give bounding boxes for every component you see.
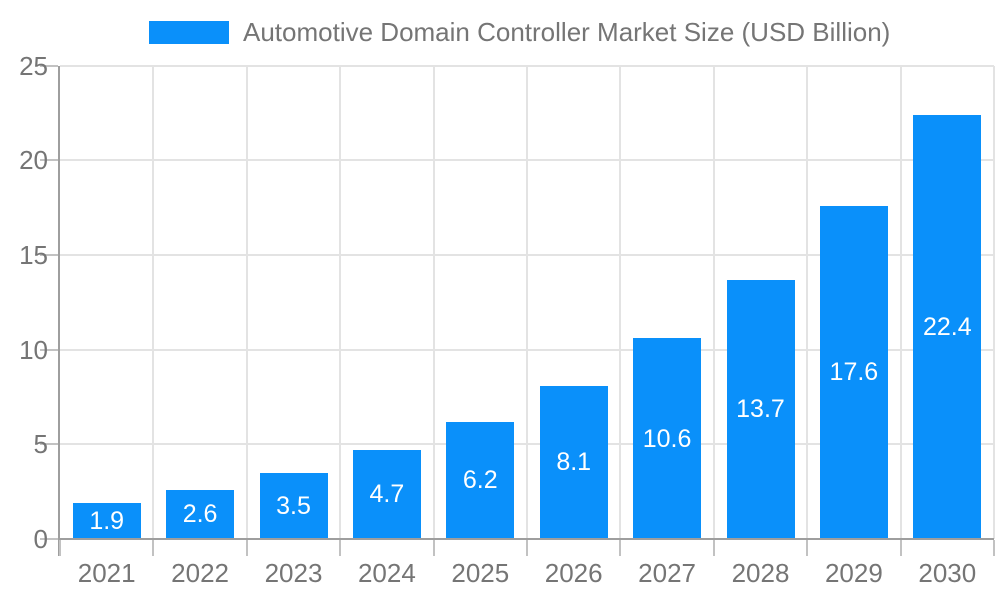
- x-axis-label: 2025: [451, 558, 510, 588]
- bar-value-label: 3.5: [276, 491, 311, 520]
- x-tick: [993, 540, 995, 556]
- x-axis-label: 2028: [731, 558, 790, 588]
- gridline-vertical: [899, 65, 902, 539]
- y-tick: [40, 159, 58, 162]
- gridline-vertical: [619, 65, 622, 539]
- y-tick: [40, 443, 58, 446]
- bar-value-label: 10.6: [642, 424, 692, 453]
- bar: [819, 205, 888, 539]
- y-axis-label: 15: [19, 239, 48, 270]
- y-axis-label: 0: [33, 524, 48, 554]
- y-axis-label: 20: [19, 145, 48, 176]
- bar: [913, 114, 982, 539]
- x-axis-label: 2029: [824, 558, 883, 588]
- bar: [166, 489, 235, 539]
- bar: [72, 503, 141, 539]
- bar-value-label: 8.1: [556, 448, 592, 477]
- x-axis-label: 2023: [264, 558, 323, 588]
- x-tick: [899, 540, 902, 556]
- bar-value-label: 2.6: [182, 500, 218, 529]
- x-tick: [152, 540, 155, 556]
- bar-value-label: 4.7: [369, 480, 405, 509]
- x-tick: [806, 540, 809, 556]
- x-axis-label: 2021: [77, 558, 136, 588]
- x-tick: [432, 540, 435, 556]
- gridline-vertical: [806, 65, 809, 539]
- bar: [259, 472, 328, 539]
- bar-value-label: 17.6: [829, 358, 879, 387]
- chart-legend: Automotive Domain Controller Market Size…: [149, 17, 890, 47]
- x-tick: [245, 540, 248, 556]
- bar-value-label: 6.2: [462, 466, 498, 495]
- x-tick: [59, 540, 61, 556]
- bar: [726, 279, 795, 539]
- x-axis-label: 2030: [918, 558, 977, 588]
- gridline-vertical: [152, 65, 155, 539]
- x-axis-label: 2026: [544, 558, 603, 588]
- y-axis-label: 25: [19, 50, 48, 81]
- x-tick: [712, 540, 715, 556]
- x-axis-label: 2024: [357, 558, 416, 588]
- y-tick: [40, 64, 58, 67]
- y-tick: [40, 538, 58, 540]
- x-tick: [339, 540, 342, 556]
- y-axis-label: 5: [33, 429, 48, 460]
- x-tick: [526, 540, 528, 556]
- gridline-vertical: [245, 65, 248, 539]
- x-tick: [619, 540, 622, 556]
- bar-value-label: 1.9: [89, 507, 125, 535]
- gridline-vertical: [712, 65, 715, 539]
- y-tick: [40, 348, 58, 351]
- gridline-vertical: [993, 65, 995, 539]
- gridline-vertical: [339, 65, 342, 539]
- bar: [539, 385, 608, 539]
- bar-value-label: 13.7: [736, 395, 785, 424]
- gridline-vertical: [432, 65, 435, 539]
- x-axis-label: 2027: [638, 558, 696, 588]
- legend-label: Automotive Domain Controller Market Size…: [243, 17, 891, 47]
- bar: [446, 421, 515, 539]
- x-axis-line: [58, 538, 994, 540]
- legend-swatch: [149, 20, 229, 44]
- y-tick: [40, 253, 58, 256]
- bar-value-label: 22.4: [922, 312, 972, 341]
- gridline-vertical: [526, 65, 528, 539]
- x-axis-label: 2022: [171, 558, 229, 588]
- bar: [352, 449, 421, 539]
- y-axis-label: 10: [19, 334, 48, 365]
- y-axis-line: [58, 65, 60, 556]
- bar: [633, 338, 702, 539]
